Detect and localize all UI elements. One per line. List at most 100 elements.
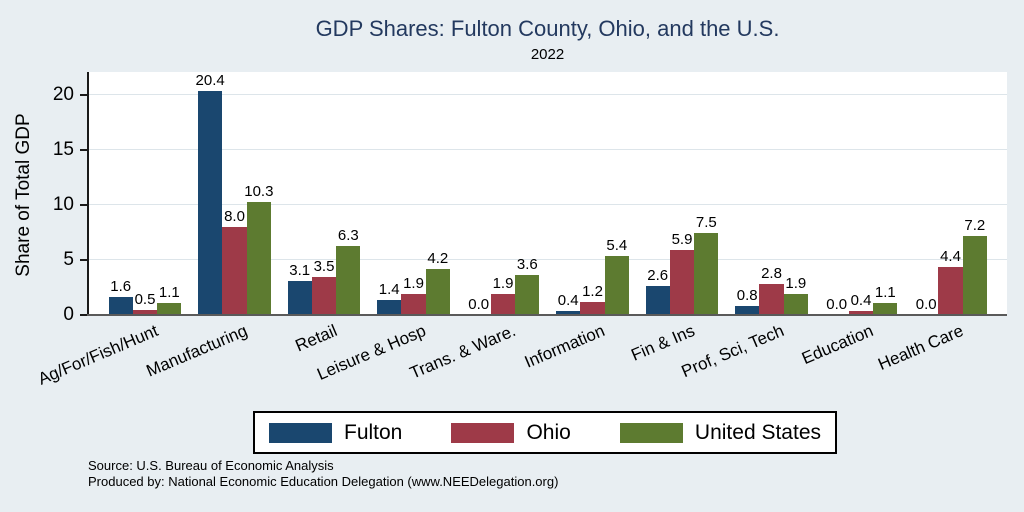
- bar-united-states: [962, 235, 987, 315]
- bar-ohio: [311, 276, 337, 315]
- legend-swatch-fulton: [269, 422, 332, 443]
- category-label: Ag/For/Fish/Hunt: [34, 321, 161, 389]
- category-label: Education: [799, 321, 877, 369]
- legend-label: Ohio: [526, 420, 571, 444]
- bar-ohio: [222, 227, 247, 315]
- bar-value-label: 10.3: [244, 182, 274, 200]
- bar-fulton: [108, 297, 133, 315]
- bar-group: 0.4 1.2 5.4: [556, 72, 629, 315]
- category-label: Manufacturing: [143, 321, 250, 381]
- bar-group: 0.0 4.4 7.2: [914, 72, 987, 315]
- legend-label: Fulton: [344, 420, 403, 444]
- plot-area: 1.6 0.5 1.1 20.4 8.0 10.3 3.1 3.5 6.3 1.4 1.9 4.2 0.…: [88, 72, 1007, 315]
- bar-fulton: [645, 286, 670, 315]
- bar-value-label: 2.6: [647, 267, 669, 285]
- bar-value-label: 1.2: [582, 282, 603, 300]
- bar-value-label: 1.1: [874, 283, 896, 301]
- source-note: Source: U.S. Bureau of Economic Analysis…: [88, 458, 558, 490]
- category-label: Prof, Sci, Tech: [678, 321, 787, 382]
- bar-united-states: [694, 232, 719, 315]
- gridline: [88, 149, 1007, 151]
- bar-value-label: 7.2: [964, 216, 986, 234]
- x-axis-line: [86, 314, 1007, 316]
- gridline: [88, 94, 1007, 96]
- y-tick-mark: [80, 204, 87, 207]
- bar-fulton: [377, 299, 402, 315]
- chart-subtitle: 2022: [530, 46, 565, 63]
- bar-ohio: [490, 294, 516, 315]
- y-tick-label: 5: [63, 249, 74, 271]
- bar-value-label: 0.8: [736, 287, 758, 305]
- bar-fulton: [735, 306, 760, 315]
- legend-swatch-ohio: [451, 422, 515, 443]
- bar-group: 2.6 5.9 7.5: [645, 72, 719, 315]
- legend-label: United States: [694, 420, 821, 444]
- produced-by-line: Produced by: National Economic Education…: [88, 474, 559, 489]
- bar-value-label: 0.0: [915, 296, 937, 313]
- y-tick-label: 15: [52, 139, 74, 161]
- category-label: Retail: [291, 321, 340, 356]
- bar-fulton: [198, 90, 223, 315]
- bar-group: 1.6 0.5 1.1: [108, 72, 182, 315]
- legend-entry: Ohio: [451, 420, 571, 445]
- bar-value-label: 0.5: [134, 290, 156, 308]
- bar-group: 0.8 2.8 1.9: [735, 72, 808, 315]
- bar-value-label: 7.5: [695, 213, 717, 231]
- bar-value-label: 0.4: [850, 291, 872, 309]
- bar-group: 20.4 8.0 10.3: [195, 71, 274, 315]
- bar-group: 0.0 1.9 3.6: [467, 72, 540, 315]
- bar-value-label: 20.4: [195, 71, 225, 89]
- bar-united-states: [604, 255, 629, 315]
- bar-value-label: 5.9: [671, 231, 693, 249]
- bar-ohio: [401, 294, 426, 315]
- bar-value-label: 1.4: [378, 280, 400, 298]
- gridline: [88, 204, 1007, 206]
- bar-value-label: 0.4: [557, 291, 579, 309]
- bar-united-states: [425, 268, 450, 315]
- bar-united-states: [157, 302, 182, 315]
- legend-entry: Fulton: [269, 421, 402, 445]
- bar-ohio: [848, 310, 874, 315]
- gridline: [88, 259, 1007, 261]
- bar-fulton: [287, 280, 312, 315]
- bar-ohio: [938, 266, 963, 315]
- bar-value-label: 0.0: [826, 296, 848, 313]
- y-tick-mark: [80, 259, 87, 262]
- y-tick-label: 20: [52, 84, 74, 106]
- bar-ohio: [132, 309, 158, 315]
- y-tick-label: 10: [52, 194, 74, 216]
- bar-ohio: [580, 301, 605, 315]
- category-label: Information: [522, 321, 608, 372]
- bar-value-label: 5.4: [606, 236, 628, 254]
- bar-value-label: 3.6: [516, 256, 538, 274]
- y-tick-mark: [80, 149, 87, 152]
- y-tick-label: 0: [63, 304, 74, 325]
- bar-value-label: 1.9: [492, 275, 514, 293]
- bar-group: 3.1 3.5 6.3: [287, 72, 361, 315]
- bar-value-label: 0.0: [468, 296, 490, 313]
- bar-united-states: [783, 294, 808, 315]
- chart-title: GDP Shares: Fulton County, Ohio, and the…: [315, 16, 780, 41]
- bar-value-label: 3.5: [313, 257, 335, 275]
- bar-value-label: 4.4: [940, 247, 961, 265]
- bar-united-states: [246, 201, 271, 315]
- bar-fulton: [556, 310, 581, 315]
- bar-group: 1.4 1.9 4.2: [377, 72, 450, 315]
- y-axis-line: [87, 72, 89, 315]
- bar-ohio: [669, 250, 695, 315]
- bar-value-label: 1.9: [403, 275, 424, 293]
- bar-value-label: 1.6: [110, 278, 132, 296]
- bar-value-label: 8.0: [224, 208, 245, 226]
- bar-value-label: 4.2: [427, 249, 449, 267]
- bar-value-label: 1.1: [158, 283, 180, 301]
- bar-value-label: 1.9: [785, 275, 807, 293]
- y-tick-mark: [80, 314, 87, 316]
- bar-value-label: 3.1: [289, 261, 311, 279]
- y-tick-mark: [80, 94, 87, 97]
- category-label: Health Care: [874, 321, 966, 374]
- source-line: Source: U.S. Bureau of Economic Analysis: [88, 458, 334, 473]
- bar-ohio: [759, 284, 784, 315]
- bar-value-label: 6.3: [337, 226, 359, 244]
- legend: Fulton Ohio United States: [253, 411, 837, 454]
